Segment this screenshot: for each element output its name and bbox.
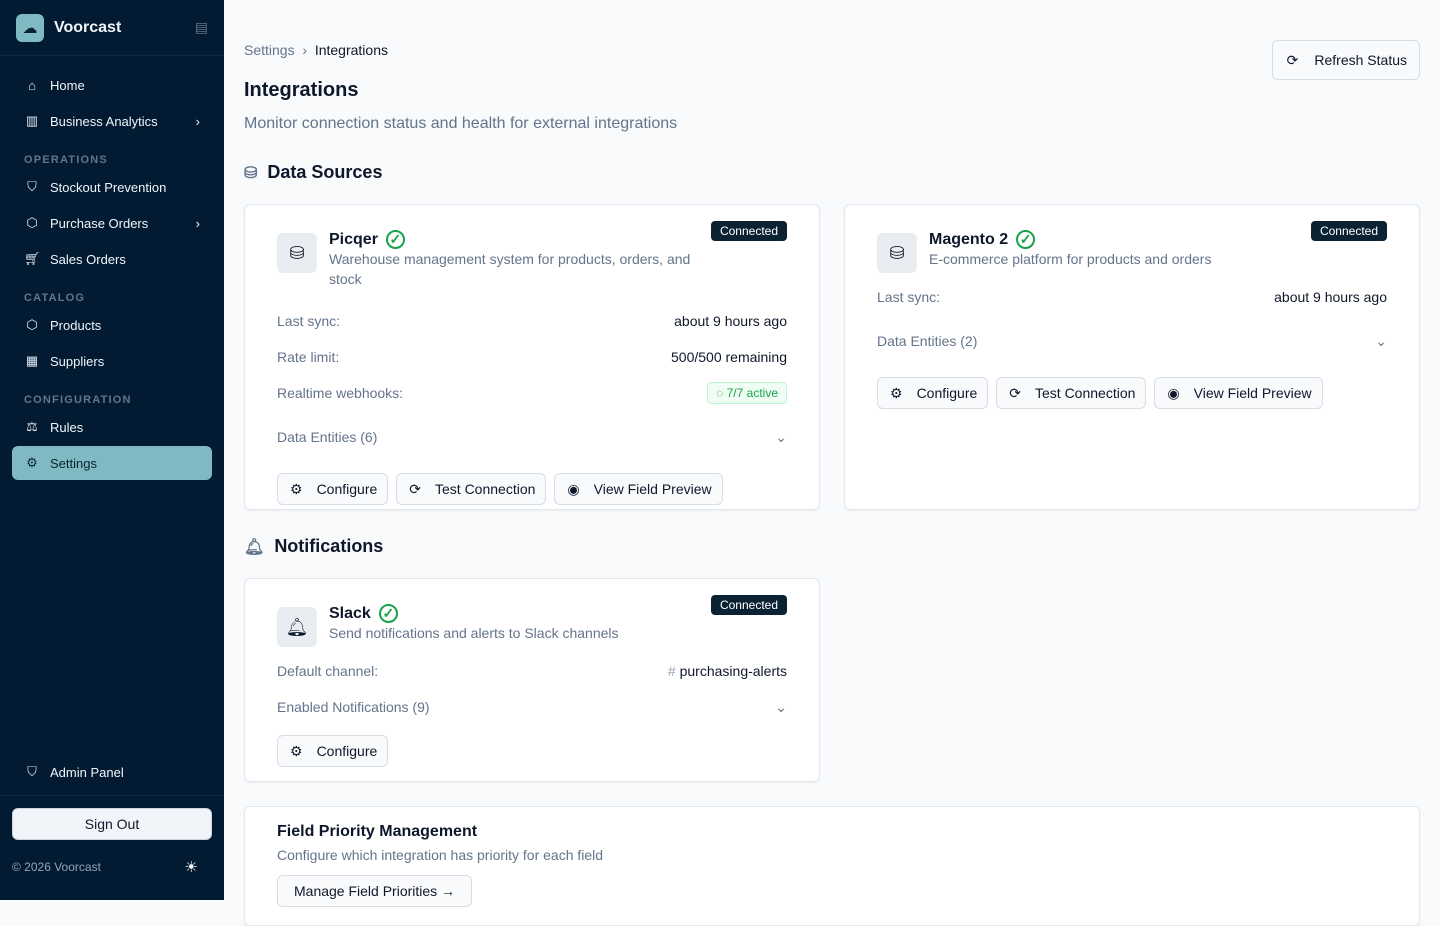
configure-button[interactable]: ⚙ Configure (277, 735, 389, 767)
cart-icon: 🛒︎ (24, 251, 41, 266)
notifications-heading: 🔔︎ Notifications (244, 536, 384, 556)
bell-icon: 🔔︎ (244, 538, 265, 556)
section-operations: OPERATIONS (24, 154, 108, 166)
breadcrumb: Settings › Integrations (244, 42, 388, 58)
refresh-icon: ⟳ (409, 480, 421, 497)
sidebar-item-admin-panel[interactable]: ⛉ Admin Panel (12, 755, 212, 789)
magento-card: ⛁ Magento 2 ✓ E-commerce platform for pro… (844, 204, 1420, 510)
scale-icon: ⚖ (26, 419, 38, 434)
sidebar-item-business-analytics[interactable]: ▥ Business Analytics › (25, 113, 200, 129)
manage-field-priorities-button[interactable]: Manage Field Priorities → (277, 875, 473, 907)
sidebar-item-stockout-prevention[interactable]: ⛉ Stockout Prevention (12, 170, 212, 204)
gear-icon: ⚙ (26, 455, 38, 470)
copyright: © 2026 Voorcast (12, 860, 101, 874)
chevron-right-icon: › (195, 113, 200, 129)
chevron-down-icon: ⌄ (775, 428, 787, 445)
gear-icon: ⚙ (290, 742, 303, 759)
sidebar-item-home[interactable]: ⌂ Home (12, 68, 212, 102)
home-icon: ⌂ (28, 77, 36, 93)
chevron-right-icon: › (195, 215, 200, 231)
voorcast-logo-icon: ☁ (16, 13, 44, 42)
database-icon: ⛁ (244, 164, 258, 182)
shield-icon: ⛉ (27, 764, 37, 779)
view-field-preview-button[interactable]: ◉ View Field Preview (554, 473, 723, 505)
status-badge: Connected (710, 221, 787, 241)
test-connection-button[interactable]: ⟳ Test Connection (996, 377, 1147, 409)
refresh-icon: ⟳ (1286, 51, 1299, 68)
eye-icon: ◉ (1167, 384, 1180, 401)
bar-chart-icon: ▥ (25, 113, 39, 128)
sidebar-item-sales-orders[interactable]: 🛒︎ Sales Orders (24, 251, 126, 267)
configure-button[interactable]: ⚙ Configure (277, 473, 389, 505)
breadcrumb-integrations: Integrations (314, 42, 388, 58)
package-icon: ⬡ (26, 317, 38, 332)
enabled-notifications-toggle[interactable]: Enabled Notifications (9) ⌄ (277, 698, 787, 716)
sidebar-item-suppliers[interactable]: ▦ Suppliers (25, 353, 105, 369)
gear-icon: ⚙ (290, 480, 303, 497)
theme-toggle-sun-icon[interactable]: ☀ (184, 859, 198, 876)
view-field-preview-button[interactable]: ◉ View Field Preview (1154, 377, 1323, 409)
eye-icon: ◉ (567, 480, 580, 497)
sign-out-button[interactable]: Sign Out (12, 808, 212, 840)
sidebar-item-settings[interactable]: ⚙ Settings (12, 446, 212, 480)
building-icon: ▦ (25, 353, 39, 368)
bell-icon: 🔔︎ (277, 607, 317, 647)
gear-icon: ⚙ (890, 384, 903, 401)
database-icon: ⛁ (877, 233, 917, 273)
shield-alert-icon: ⛉ (27, 179, 37, 194)
field-priority-card: Field Priority Management Configure whic… (244, 806, 1420, 926)
sidebar-item-rules[interactable]: ⚖ Rules (12, 410, 212, 444)
test-connection-button[interactable]: ⟳ Test Connection (396, 473, 547, 505)
webhooks-badge: ◌ 7/7 active (707, 382, 787, 404)
sidebar-item-purchase-orders[interactable]: ⬡ Purchase Orders › (12, 206, 212, 240)
slack-card: 🔔︎ Slack ✓ Send notifications and alerts … (244, 578, 820, 782)
status-badge: Connected (1310, 221, 1387, 241)
picqer-card: ⛁ Picqer ✓ Warehouse management system fo… (244, 204, 820, 510)
breadcrumb-settings[interactable]: Settings (244, 42, 295, 58)
docs-icon[interactable]: ▤ (194, 19, 208, 35)
page-subtitle: Monitor connection status and health for… (244, 115, 678, 132)
database-icon: ⛁ (277, 233, 317, 273)
check-circle-icon: ✓ (378, 604, 398, 623)
package-icon: ⬡ (26, 215, 38, 230)
section-catalog: CATALOG (24, 292, 86, 304)
sidebar-item-products[interactable]: ⬡ Products (12, 308, 212, 342)
sidebar: ☁ Voorcast ▤ ⌂ Home ▥ Business Analytics › … (0, 0, 224, 900)
data-entities-toggle[interactable]: Data Entities (6) ⌄ (277, 428, 787, 446)
app-name: Voorcast (54, 18, 122, 36)
chevron-down-icon: ⌄ (775, 698, 787, 715)
page-title: Integrations (244, 79, 359, 101)
section-configuration: CONFIGURATION (24, 394, 132, 406)
configure-button[interactable]: ⚙ Configure (877, 377, 989, 409)
check-circle-icon: ✓ (385, 230, 405, 249)
refresh-icon: ⟳ (1009, 384, 1021, 401)
data-entities-toggle[interactable]: Data Entities (2) ⌄ (877, 332, 1387, 350)
chevron-down-icon: ⌄ (1375, 332, 1387, 349)
refresh-status-button[interactable]: ⟳ Refresh Status (1271, 40, 1420, 80)
check-circle-icon: ✓ (1016, 230, 1036, 249)
status-badge: Connected (710, 595, 787, 615)
data-sources-heading: ⛁ Data Sources (244, 162, 383, 182)
